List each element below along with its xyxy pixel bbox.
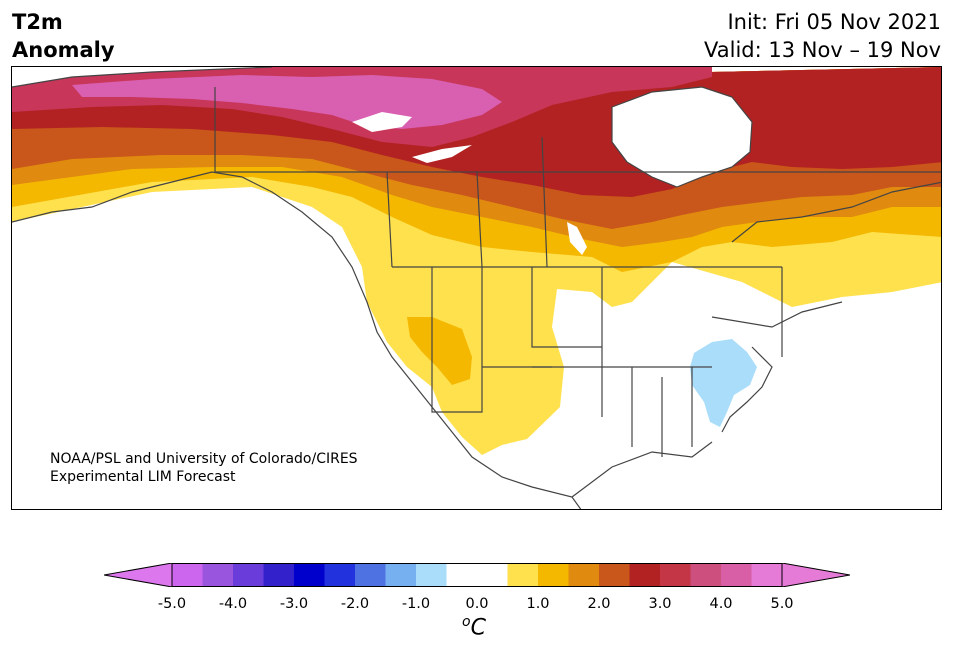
colorbar-tick-label: 4.0 <box>709 596 733 612</box>
colorbar-tick-labels: -5.0 -4.0 -3.0 -2.0 -1.0 0.0 1.0 2.0 3.0 4.0 5.0 <box>104 596 850 616</box>
colorbar-tick-label: -4.0 <box>218 596 248 612</box>
borders <box>12 67 941 509</box>
colorbar-tick-label: 5.0 <box>770 596 794 612</box>
colorbar-tick-label: -2.0 <box>340 596 370 612</box>
title-variable-line1: T2m <box>12 10 63 34</box>
colorbar-swatch <box>263 563 295 587</box>
colorbar-tick-label: 3.0 <box>648 596 672 612</box>
colorbar-swatch <box>233 563 264 587</box>
anomaly-light-blue <box>690 339 757 427</box>
colorbar-swatch <box>538 563 569 587</box>
great-bear-lake <box>352 112 412 132</box>
map-canvas <box>12 67 941 509</box>
colorbar-swatch <box>751 563 783 587</box>
title-variable-line2: Anomaly <box>12 38 115 62</box>
colorbar-swatch <box>629 563 661 587</box>
colorbar <box>104 563 850 587</box>
colorbar-swatch <box>660 563 691 587</box>
colorbar-swatch <box>202 563 234 587</box>
colorbar-tick-label: 1.0 <box>526 596 550 612</box>
colorbar-swatch <box>446 563 478 587</box>
colorbar-swatch <box>324 563 356 587</box>
colorbar-swatch <box>690 563 722 587</box>
anomaly-amber-southwest <box>407 317 472 385</box>
anomaly-map: NOAA/PSL and University of Colorado/CIRE… <box>11 66 942 510</box>
colorbar-tick-label: -1.0 <box>401 596 431 612</box>
colorbar-swatch <box>355 563 386 587</box>
map-title: T2m Anomaly <box>12 8 115 64</box>
colorbar-swatch <box>477 563 508 587</box>
colorbar-swatch <box>599 563 630 587</box>
colorbar-extend-low <box>104 563 173 587</box>
forecast-dates: Init: Fri 05 Nov 2021 Valid: 13 Nov – 19… <box>704 8 941 64</box>
credit-text: NOAA/PSL and University of Colorado/CIRE… <box>50 450 358 486</box>
hudson-bay <box>611 86 753 188</box>
colorbar-swatch <box>172 563 203 587</box>
colorbar-border <box>171 563 783 587</box>
colorbar-extend-high <box>781 563 850 587</box>
lake-winnipeg <box>567 222 587 255</box>
colorbar-swatch <box>568 563 600 587</box>
colorbar-tick-label: -3.0 <box>279 596 309 612</box>
colorbar-swatch <box>294 563 325 587</box>
colorbar-swatch <box>507 563 539 587</box>
colorbar-swatch <box>416 563 447 587</box>
colorbar-tick-label: 0.0 <box>465 596 489 612</box>
great-slave-lake <box>412 145 472 163</box>
valid-range: Valid: 13 Nov – 19 Nov <box>704 38 941 62</box>
colorbar-unit: oC <box>462 614 486 640</box>
colorbar-swatch <box>721 563 752 587</box>
colorbar-swatch <box>385 563 417 587</box>
colorbar-tick-label: -5.0 <box>157 596 187 612</box>
unit-base: C <box>470 615 486 641</box>
unit-superscript: o <box>462 614 471 630</box>
colorbar-tick-label: 2.0 <box>587 596 611 612</box>
init-date: Init: Fri 05 Nov 2021 <box>727 10 941 34</box>
credit-line-2: Experimental LIM Forecast <box>50 469 236 485</box>
credit-line-1: NOAA/PSL and University of Colorado/CIRE… <box>50 451 358 467</box>
